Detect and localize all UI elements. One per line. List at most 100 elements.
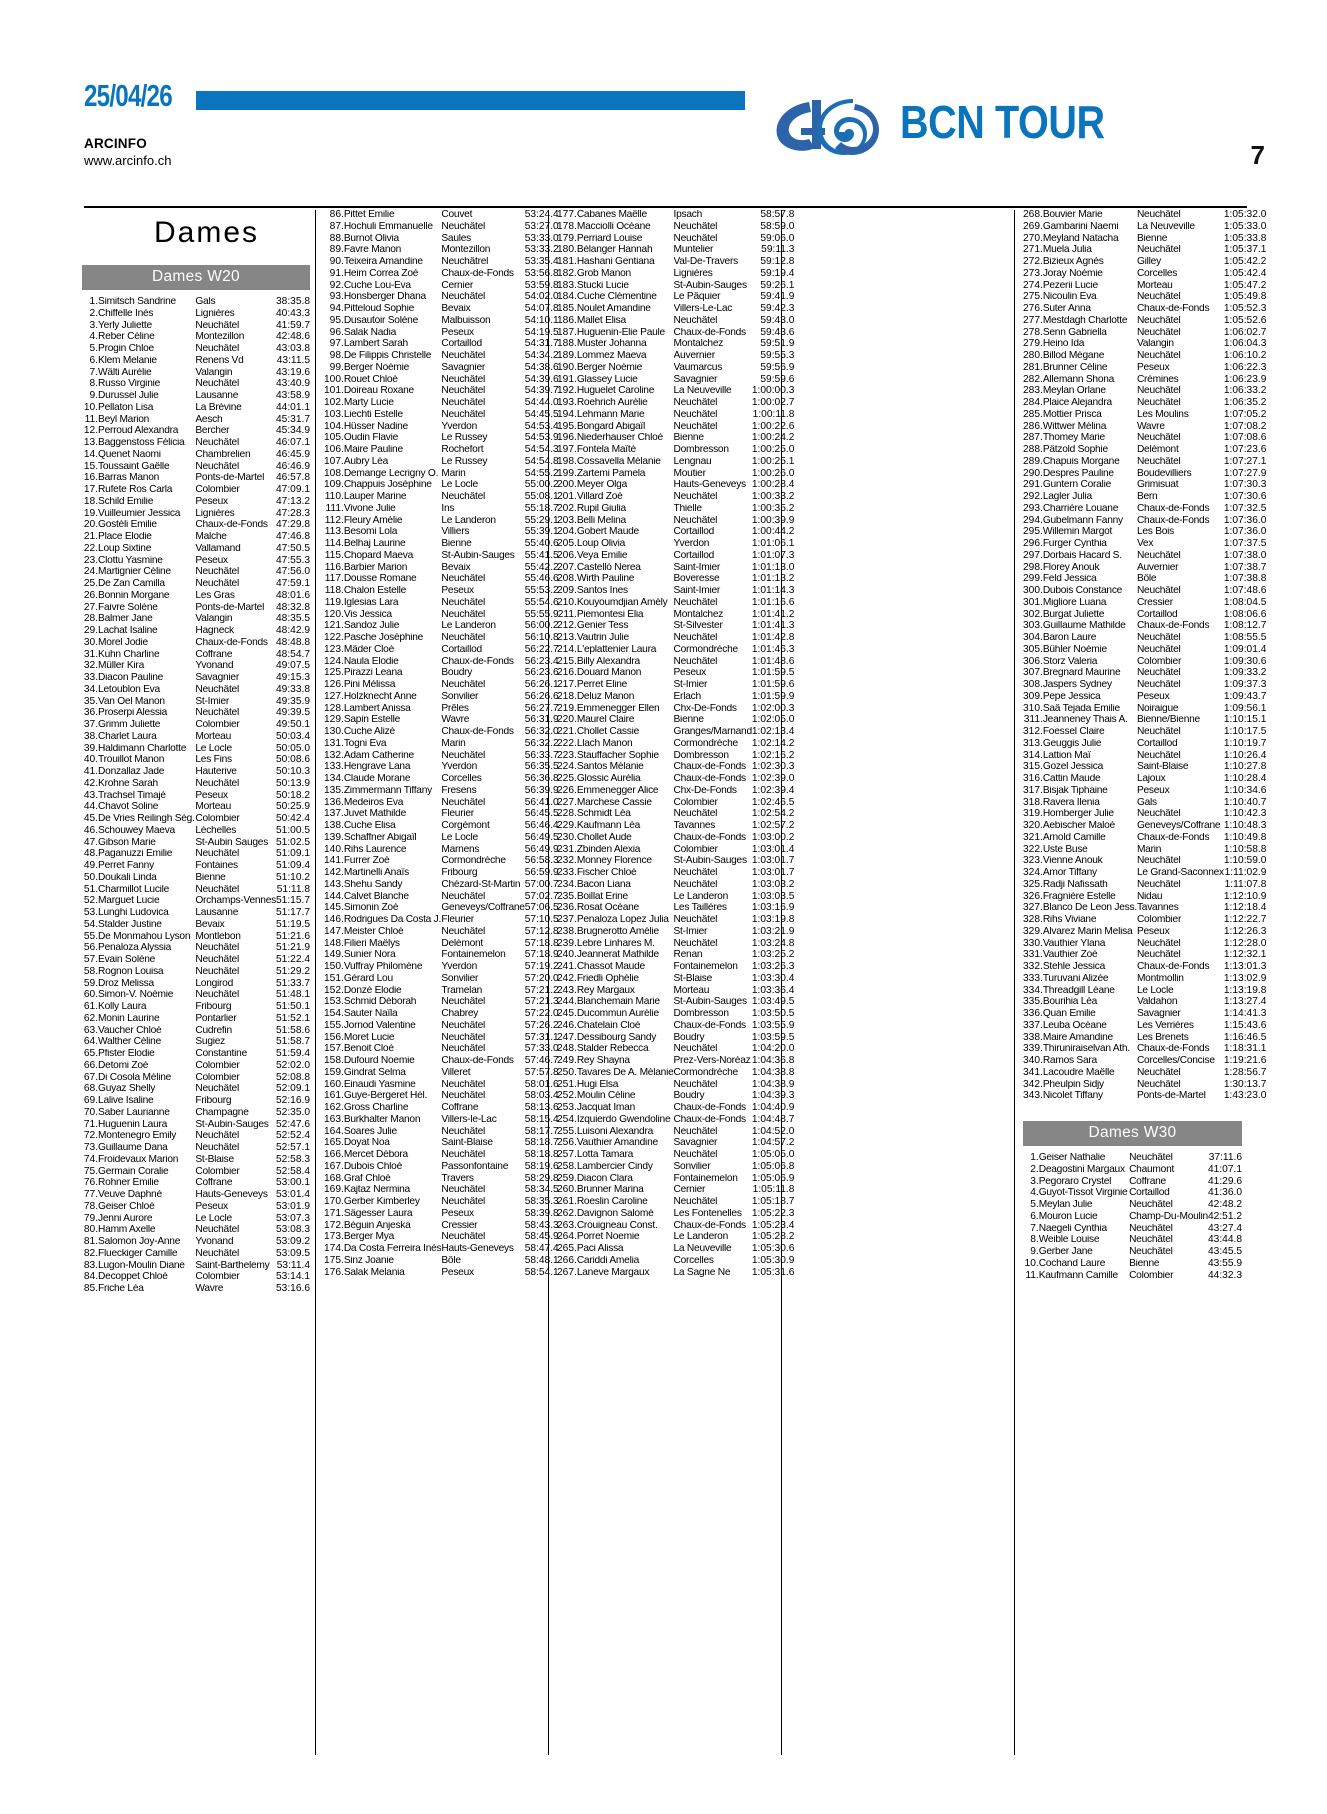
result-name: Cossavella Mélanie bbox=[576, 456, 661, 467]
result-name: Gozel Jessica bbox=[1042, 762, 1103, 773]
result-rank: 92. bbox=[329, 280, 344, 291]
tbody-w30: 1. Geiser Nathalie Neuchâtel 37:11.6 2. Deago… bbox=[1023, 1153, 1242, 1282]
result-rank: 122. bbox=[324, 633, 344, 643]
result-place: Colombier bbox=[673, 797, 718, 808]
result-row: 14. Quenet Naomi Chambrelien 46:45.9 bbox=[82, 450, 310, 462]
result-place: Ponts-de-Martel bbox=[195, 602, 265, 613]
result-time: 1:11:02.9 bbox=[1224, 868, 1267, 878]
result-time: 1:04:57.2 bbox=[751, 1138, 795, 1149]
result-place: Neuchâtel bbox=[441, 1126, 485, 1137]
result-name: Krohne Sarah bbox=[98, 778, 158, 789]
result-rank: 151. bbox=[324, 973, 344, 984]
result-time: 52:35.0 bbox=[276, 1107, 310, 1118]
result-time: 58:47.4 bbox=[524, 1244, 559, 1254]
result-row: 143. Shehu Sandy Chézard-St-Martin 57:00.7 bbox=[324, 880, 559, 892]
result-time: 50:25.9 bbox=[276, 802, 310, 813]
result-name: Marchese Cassie bbox=[576, 797, 652, 808]
result-place: Ins bbox=[441, 503, 455, 514]
result-name: Aebischer Maloé bbox=[1042, 821, 1115, 831]
result-name: Medeiros Eva bbox=[343, 797, 404, 808]
result-name: Nicolet Tiffany bbox=[1042, 1091, 1103, 1102]
result-row: 144. Calvet Blanche Neuchâtel 57:02.7 bbox=[324, 892, 559, 904]
result-time: 53:27.0 bbox=[524, 221, 559, 232]
result-name: Alvarez Marin Melisa bbox=[1042, 926, 1133, 937]
header-divider bbox=[84, 206, 1247, 208]
result-name: Cochand Laure bbox=[1038, 1258, 1106, 1269]
result-time: 1:06:23.9 bbox=[1223, 374, 1267, 385]
result-name: Lalive Isaline bbox=[98, 1096, 154, 1106]
result-row: 132. Adam Catherine Neuchâtel 56:33.7 bbox=[324, 751, 559, 763]
result-time: 1:05:05.0 bbox=[751, 1150, 795, 1160]
result-rank: 4. bbox=[89, 332, 99, 343]
result-rank: 235. bbox=[557, 891, 577, 902]
publisher-url: www.arcinfo.ch bbox=[84, 153, 172, 168]
result-name: Gostéli Emilie bbox=[98, 520, 157, 531]
result-name: Plaice Alejandra bbox=[1042, 398, 1112, 408]
page-title: Dames bbox=[153, 216, 260, 249]
result-rank: 220. bbox=[557, 715, 577, 726]
result-time: 57:26.2 bbox=[524, 1020, 559, 1031]
result-time: 1:13:19.8 bbox=[1223, 985, 1267, 996]
result-name: Bacon Liana bbox=[576, 879, 631, 890]
result-name: Russo Virginie bbox=[98, 379, 161, 390]
result-time: 48:32.8 bbox=[276, 602, 310, 613]
result-rank: 283. bbox=[1023, 386, 1043, 397]
result-time: 57:02.7 bbox=[524, 891, 559, 902]
result-rank: 267. bbox=[557, 1267, 577, 1278]
result-name: Radji Nafissath bbox=[1042, 879, 1108, 890]
result-row: 127. Holzknecht Anne Sonvilier 56:26.6 bbox=[324, 692, 559, 704]
result-place: Neuchâtel bbox=[195, 1225, 239, 1236]
result-rank: 224. bbox=[557, 762, 577, 773]
result-time: 1:05:23.4 bbox=[751, 1220, 795, 1231]
result-name: Proserpi Alessia bbox=[98, 708, 168, 719]
result-row: 77. Veuve Daphné Hauts-Geneveys 53:01.4 bbox=[82, 1190, 310, 1202]
result-place: Chézard-St-Martin bbox=[441, 879, 521, 890]
result-time: 47:46.8 bbox=[276, 532, 310, 542]
result-name: Salomon Joy-Anne bbox=[98, 1237, 181, 1247]
result-name: Donzallaz Jade bbox=[98, 767, 165, 777]
result-name: Progin Chloe bbox=[98, 344, 154, 354]
result-place: Fribourg bbox=[195, 1096, 232, 1106]
result-row: 257. Lotta Tamara Neuchâtel 1:05:05.0 bbox=[557, 1150, 794, 1162]
result-rank: 47. bbox=[83, 837, 99, 848]
result-place: Peseux bbox=[441, 586, 474, 596]
result-rank: 21. bbox=[83, 532, 99, 542]
result-name: Diacon Clara bbox=[576, 1173, 633, 1184]
result-place: Morteau bbox=[195, 802, 231, 813]
result-rank: 228. bbox=[557, 809, 577, 820]
result-rank: 54. bbox=[83, 919, 99, 930]
result-name: Zimmermann Tiffany bbox=[343, 785, 432, 796]
result-rank: 293. bbox=[1023, 503, 1043, 514]
result-time: 55:40.6 bbox=[524, 539, 559, 549]
result-place: Lengnau bbox=[673, 456, 712, 467]
result-place: Neuchâtel bbox=[1136, 210, 1181, 220]
result-place: Fleurier bbox=[441, 809, 474, 820]
result-time: 46:46.9 bbox=[276, 461, 310, 472]
result-place: Corcelles bbox=[1136, 268, 1178, 279]
result-rank: 198. bbox=[557, 456, 577, 467]
result-place: Fontainemelon bbox=[441, 950, 506, 961]
result-name: Jeanneney Thais A. bbox=[1042, 715, 1128, 726]
result-place: Neuchâtel bbox=[441, 409, 485, 420]
result-rank: 78. bbox=[83, 1201, 99, 1212]
result-time: 1:10:19.7 bbox=[1223, 738, 1267, 749]
result-row: 323. Vienne Anouk Neuchâtel 1:10:59.0 bbox=[1023, 856, 1266, 868]
result-time: 55:46.6 bbox=[524, 574, 559, 585]
result-place: Yverdon bbox=[441, 962, 478, 972]
result-rank: 200. bbox=[557, 480, 577, 491]
result-time: 1:14:41.3 bbox=[1223, 1009, 1267, 1019]
result-name: Belhaj Laurine bbox=[343, 539, 406, 549]
result-row: 35. Van Oel Manon St-Imier 49:35.9 bbox=[82, 697, 310, 709]
result-rank: 23. bbox=[83, 555, 99, 566]
result-time: 54:07.8 bbox=[524, 304, 559, 314]
result-time: 1:16:46.5 bbox=[1223, 1032, 1267, 1043]
result-name: Klem Melanie bbox=[98, 355, 157, 366]
result-rank: 127. bbox=[324, 691, 344, 702]
result-name: Mottier Prisca bbox=[1042, 409, 1102, 420]
result-rank: 309. bbox=[1023, 691, 1043, 702]
result-time: 43:11.5 bbox=[276, 355, 310, 366]
result-row: 69. Lalive Isaline Fribourg 52:16.9 bbox=[82, 1096, 310, 1108]
result-row: 141. Furrer Zoé Cormondrèche 56:58.3 bbox=[324, 856, 559, 868]
result-name: Nicoulin Eva bbox=[1042, 292, 1097, 303]
result-name: Béguin Anjeska bbox=[343, 1220, 411, 1231]
